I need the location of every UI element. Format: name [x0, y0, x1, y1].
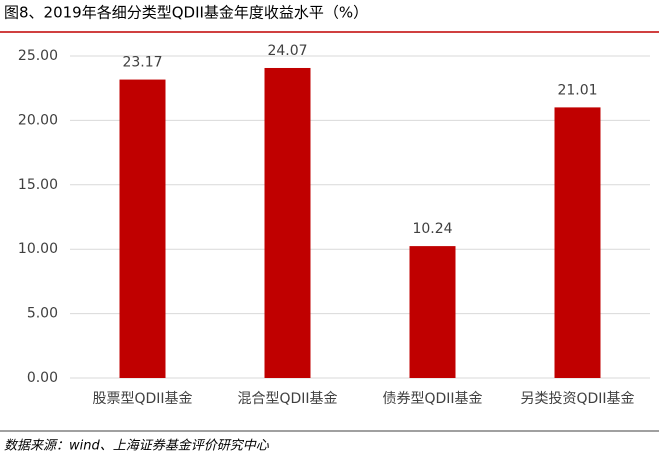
data-label: 24.07 — [267, 43, 307, 59]
source-note: 数据来源：wind、上海证券基金评价研究中心 — [4, 438, 270, 454]
x-tick-label: 债券型QDII基金 — [382, 390, 482, 407]
chart-title: 图8、2019年各细分类型QDII基金年度收益水平（%） — [4, 4, 368, 22]
data-label: 10.24 — [412, 221, 452, 237]
bar — [554, 107, 601, 378]
data-label: 21.01 — [557, 82, 597, 98]
y-tick-label: 10.00 — [18, 241, 58, 257]
data-label: 23.17 — [122, 55, 162, 71]
y-tick-label: 25.00 — [18, 48, 58, 64]
x-tick-label: 混合型QDII基金 — [237, 390, 337, 407]
y-tick-label: 20.00 — [18, 112, 58, 128]
x-tick-label: 另类投资QDII基金 — [520, 390, 634, 407]
y-tick-label: 0.00 — [27, 370, 58, 386]
x-tick-label: 股票型QDII基金 — [92, 390, 192, 407]
y-tick-label: 5.00 — [27, 306, 58, 322]
bar — [119, 79, 166, 378]
bar — [409, 246, 456, 378]
bar — [264, 67, 311, 379]
y-tick-label: 15.00 — [18, 177, 58, 193]
